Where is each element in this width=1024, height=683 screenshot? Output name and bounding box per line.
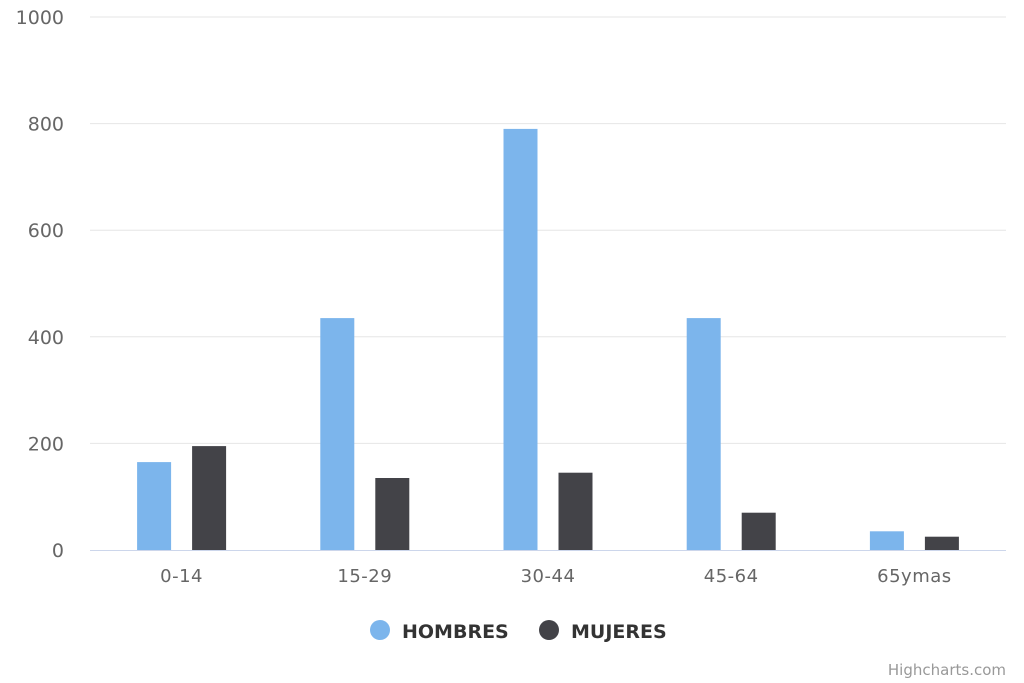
bars xyxy=(137,128,959,550)
x-tick-label: 0-14 xyxy=(160,566,203,587)
y-tick-label: 0 xyxy=(52,540,64,562)
legend: HOMBRES MUJERES xyxy=(370,620,667,643)
legend-marker xyxy=(370,620,390,640)
legend-marker xyxy=(539,620,559,640)
legend-label: HOMBRES xyxy=(402,621,509,643)
y-tick-label: 600 xyxy=(28,220,64,242)
bar-hombres-45-64[interactable] xyxy=(686,318,721,550)
bar-mujeres-30-44[interactable] xyxy=(558,472,593,550)
bar-mujeres-45-64[interactable] xyxy=(741,512,776,550)
x-tick-label: 45-64 xyxy=(704,566,759,587)
bar-hombres-65ymas[interactable] xyxy=(869,531,904,550)
bar-mujeres-15-29[interactable] xyxy=(375,478,410,550)
y-tick-label: 800 xyxy=(28,114,64,136)
y-axis-labels: 0 200 400 600 800 1000 xyxy=(16,7,64,562)
bar-mujeres-65ymas[interactable] xyxy=(924,536,959,550)
y-tick-label: 400 xyxy=(28,327,64,349)
y-tick-label: 1000 xyxy=(16,7,64,29)
bar-hombres-15-29[interactable] xyxy=(320,318,355,550)
gridlines xyxy=(90,16,1006,444)
x-tick-label: 30-44 xyxy=(521,566,576,587)
y-tick-label: 200 xyxy=(28,433,64,455)
legend-label: MUJERES xyxy=(571,621,667,643)
bar-mujeres-0-14[interactable] xyxy=(192,446,227,550)
credits-link[interactable]: Highcharts.com xyxy=(888,661,1006,679)
legend-item-hombres[interactable]: HOMBRES xyxy=(370,620,509,643)
x-axis-labels: 0-14 15-29 30-44 45-64 65ymas xyxy=(160,566,951,587)
x-tick-label: 15-29 xyxy=(337,566,392,587)
legend-item-mujeres[interactable]: MUJERES xyxy=(539,620,667,643)
bar-hombres-30-44[interactable] xyxy=(503,128,538,550)
x-tick-label: 65ymas xyxy=(877,566,952,587)
bar-hombres-0-14[interactable] xyxy=(137,462,172,550)
